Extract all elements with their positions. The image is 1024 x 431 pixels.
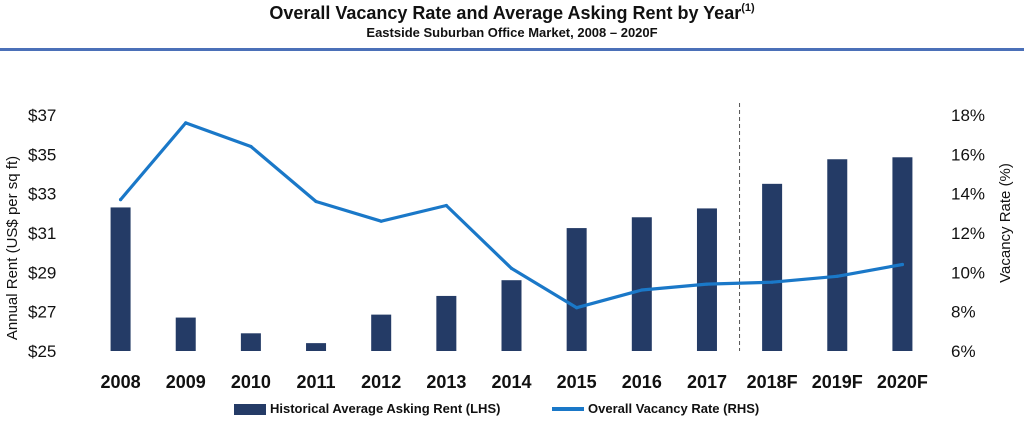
legend-item-vacancy: Overall Vacancy Rate (RHS) (552, 401, 759, 417)
chart-title: Overall Vacancy Rate and Average Asking … (0, 2, 1024, 24)
legend-rent-label: Historical Average Asking Rent (LHS) (270, 401, 501, 416)
x-tick-label: 2018F (747, 372, 798, 392)
left-tick-label: $35 (28, 145, 56, 164)
x-tick-label: 2011 (297, 372, 336, 392)
vacancy-point-2017 (705, 282, 709, 286)
left-tick-label: $25 (28, 342, 56, 361)
rent-bar-2018f (762, 183, 783, 351)
x-tick-label: 2015 (557, 372, 597, 392)
right-tick-label: 8% (951, 303, 976, 322)
right-tick-label: 12% (951, 224, 985, 243)
x-tick-label: 2014 (491, 372, 531, 392)
x-tick-label: 2019F (812, 372, 863, 392)
left-axis: $25 $27 $29 $31 $33 $35 $37 (28, 103, 741, 361)
legend-vacancy-label: Overall Vacancy Rate (RHS) (588, 401, 760, 416)
rent-bar-2010 (240, 333, 261, 351)
rent-bar-2009 (175, 317, 196, 351)
rent-bar-2015 (566, 228, 587, 351)
vacancy-point-2019f (835, 274, 839, 278)
x-tick-label: 2020F (877, 372, 928, 392)
rent-bar-2013 (436, 295, 457, 351)
x-axis-labels: 2008 2009 2010 2011 2012 2013 2014 2015 2016 2017… (101, 372, 928, 392)
legend-item-rent: Historical Average Asking Rent (LHS) (234, 401, 500, 417)
legend-line-swatch (552, 407, 584, 411)
rent-bar-2017 (696, 208, 717, 351)
x-tick-label: 2008 (101, 372, 141, 392)
left-tick-label: $29 (28, 263, 56, 282)
rent-bar-2016 (631, 217, 652, 351)
x-tick-label: 2016 (622, 372, 662, 392)
left-axis-title: Annual Rent (US$ per sq ft) (4, 156, 21, 340)
right-tick-label: 16% (951, 145, 985, 164)
legend-bar-swatch (234, 403, 266, 415)
header-rule (0, 48, 1024, 51)
right-axis-title: Vacancy Rate (%) (997, 163, 1014, 283)
left-tick-label: $27 (28, 303, 56, 322)
vacancy-point-2020f (900, 262, 905, 267)
x-tick-label: 2017 (687, 372, 727, 392)
left-tick-label: $33 (28, 185, 56, 204)
x-tick-label: 2013 (426, 372, 466, 392)
rent-bar-2014 (501, 280, 522, 351)
axis-titles: Annual Rent (US$ per sq ft) Vacancy Rate … (4, 156, 1014, 340)
right-tick-label: 10% (951, 263, 985, 282)
left-tick-label: $31 (28, 224, 56, 243)
chart-subtitle: Eastside Suburban Office Market, 2008 – … (366, 25, 658, 40)
vacancy-point-2016 (640, 288, 644, 292)
rent-bar-2011 (306, 343, 327, 351)
title-footnote-marker: (1) (741, 2, 755, 14)
vacancy-point-2010 (249, 144, 253, 149)
rent-bar-2019f (827, 159, 848, 351)
vacancy-point-2014 (509, 266, 514, 270)
right-axis: 6% 8% 10% 12% 14% 16% 18% (951, 106, 985, 361)
vacancy-point-2011 (314, 199, 318, 204)
x-tick-label: 2009 (166, 372, 206, 392)
vacancy-line (118, 121, 905, 310)
vacancy-point-2015 (575, 306, 579, 310)
rent-bar-2012 (371, 314, 392, 351)
rent-bars (110, 157, 913, 351)
chart-title-text: Overall Vacancy Rate and Average Asking … (269, 3, 742, 23)
vacancy-point-2013 (444, 203, 448, 208)
right-tick-label: 6% (951, 342, 976, 361)
x-tick-label: 2012 (361, 372, 401, 392)
vacancy-series-line (118, 121, 905, 310)
right-tick-label: 18% (951, 106, 985, 125)
right-tick-label: 14% (951, 185, 985, 204)
vacancy-point-2018f (770, 280, 774, 284)
x-tick-label: 2010 (231, 372, 271, 392)
left-tick-label: $37 (28, 106, 56, 125)
vacancy-point-2008 (118, 197, 123, 202)
rent-bar-2020f (892, 157, 913, 351)
vacancy-point-2012 (379, 219, 383, 223)
vacancy-point-2009 (184, 121, 188, 125)
rent-bar-2008 (110, 207, 131, 351)
